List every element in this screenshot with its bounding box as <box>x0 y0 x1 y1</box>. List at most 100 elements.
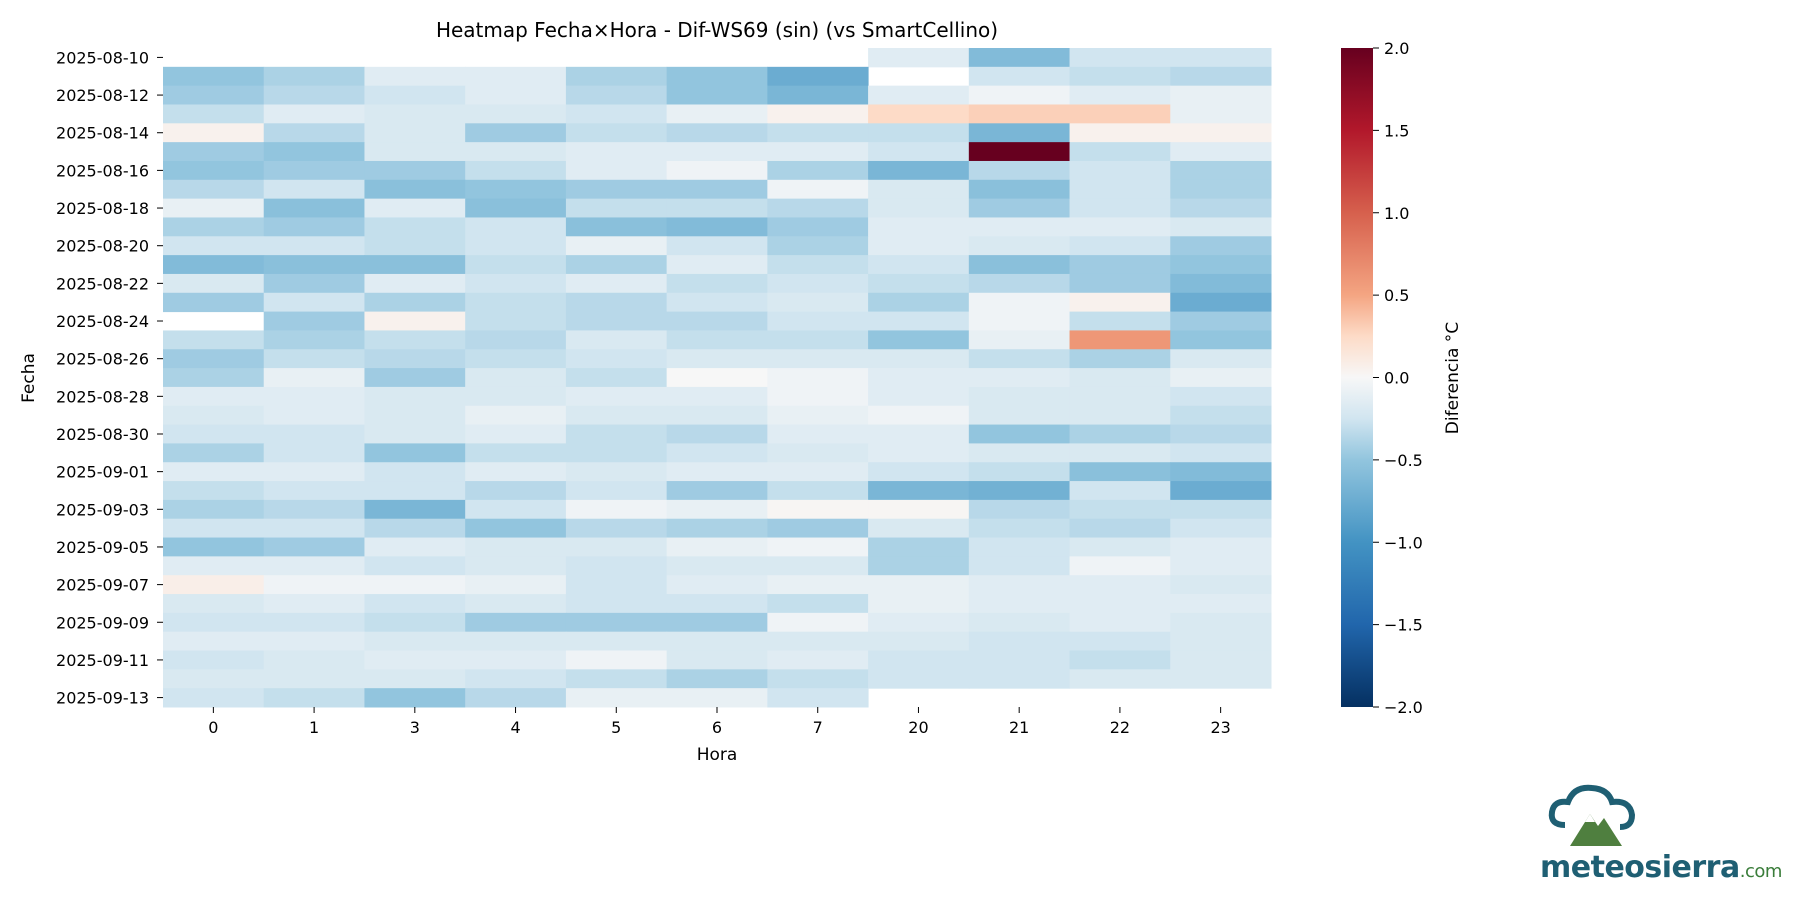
heatmap-cell <box>968 575 1071 595</box>
heatmap-cell <box>767 386 869 407</box>
heatmap-cell <box>1069 612 1171 633</box>
heatmap-cell <box>1170 142 1272 162</box>
heatmap-cell <box>263 123 365 143</box>
heatmap-cell <box>968 349 1071 369</box>
heatmap-cell <box>163 386 265 407</box>
heatmap-cell <box>666 462 768 482</box>
heatmap-cell <box>163 292 265 313</box>
heatmap-cell <box>263 85 365 105</box>
heatmap-cell <box>767 311 869 331</box>
heatmap-cell <box>565 368 668 388</box>
heatmap-cell <box>163 575 265 595</box>
heatmap-cell <box>364 292 466 313</box>
heatmap-cell <box>767 66 869 87</box>
heatmap-cell <box>565 518 668 539</box>
heatmap-cell <box>868 405 970 426</box>
heatmap-cell <box>1170 631 1272 652</box>
heatmap-cell <box>1170 160 1272 181</box>
heatmap-cell <box>767 669 869 689</box>
heatmap-cell <box>263 66 365 87</box>
heatmap-cell <box>1170 349 1272 369</box>
heatmap-cell <box>666 386 768 407</box>
heatmap-cell <box>868 481 970 501</box>
colorbar-tick-label: 0.5 <box>1384 286 1409 305</box>
colorbar-tick-label: 1.0 <box>1384 204 1409 223</box>
heatmap-cell <box>163 612 265 633</box>
heatmap-cell <box>565 669 668 689</box>
heatmap-cell <box>868 179 970 200</box>
heatmap-cell <box>163 368 265 388</box>
heatmap-cell <box>968 424 1071 444</box>
y-tick-label: 2025-08-24 <box>56 312 149 331</box>
heatmap-cell <box>968 386 1071 407</box>
heatmap-cell <box>968 330 1071 350</box>
heatmap-cell <box>263 160 365 181</box>
heatmap-cell <box>868 556 970 576</box>
heatmap-cell <box>465 236 567 256</box>
y-tick-label: 2025-08-18 <box>56 199 149 218</box>
heatmap-cell <box>565 123 668 143</box>
heatmap-cell <box>767 85 869 105</box>
heatmap-cell <box>1069 330 1171 350</box>
colorbar-ticks: 2.0 1.5 1.0 0.5 0.0 −0.5 −1.0 −1.5 −2.0 <box>1373 39 1423 717</box>
heatmap-cell <box>163 669 265 689</box>
heatmap-cell <box>465 594 567 614</box>
heatmap-cell <box>968 179 1071 200</box>
heatmap-cell <box>1069 424 1171 444</box>
heatmap-cell <box>666 575 768 595</box>
colorbar-tick-label: 2.0 <box>1384 39 1409 58</box>
heatmap-cell <box>465 669 567 689</box>
heatmap-cell <box>163 688 265 708</box>
heatmap-cell <box>565 198 668 218</box>
heatmap-cell <box>1069 198 1171 218</box>
heatmap-cell <box>1069 518 1171 539</box>
heatmap-cell <box>666 669 768 689</box>
heatmap-cell <box>868 499 970 520</box>
heatmap-cell <box>1170 424 1272 444</box>
heatmap-cell <box>565 688 668 708</box>
heatmap-cell <box>364 575 466 595</box>
heatmap-cell <box>1170 123 1272 143</box>
y-tick-label: 2025-09-11 <box>56 651 149 670</box>
heatmap-cell <box>364 688 466 708</box>
heatmap-cell <box>666 424 768 444</box>
heatmap-cell <box>666 518 768 539</box>
heatmap-cell <box>868 443 970 463</box>
heatmap-cell <box>666 349 768 369</box>
heatmap-cell <box>666 481 768 501</box>
heatmap-cell <box>868 594 970 614</box>
heatmap-cell <box>263 349 365 369</box>
x-tick-label: 22 <box>1110 718 1130 737</box>
y-tick-label: 2025-09-13 <box>56 689 149 708</box>
heatmap-cell <box>465 575 567 595</box>
heatmap-cell <box>666 443 768 463</box>
heatmap-cell <box>163 66 265 87</box>
heatmap-cell <box>364 349 466 369</box>
x-tick-label: 21 <box>1009 718 1029 737</box>
heatmap-cell <box>465 556 567 576</box>
heatmap-cell <box>868 311 970 331</box>
heatmap-cell <box>868 631 970 652</box>
heatmap-cell <box>465 217 567 237</box>
heatmap-cell <box>868 368 970 388</box>
heatmap-cell <box>767 292 869 313</box>
heatmap-cell <box>565 556 668 576</box>
heatmap-cell <box>263 179 365 200</box>
heatmap-cell <box>163 217 265 237</box>
heatmap-cell <box>263 518 365 539</box>
heatmap-cell <box>968 311 1071 331</box>
heatmap-cell <box>565 179 668 200</box>
heatmap-cell <box>1170 481 1272 501</box>
heatmap-cell <box>868 160 970 181</box>
heatmap-cell <box>868 104 970 124</box>
heatmap-cell <box>868 575 970 595</box>
heatmap-cell <box>1170 85 1272 105</box>
heatmap-cell <box>465 537 567 557</box>
heatmap-cell <box>968 405 1071 426</box>
heatmap-cell <box>1069 405 1171 426</box>
heatmap-cell <box>263 236 365 256</box>
heatmap-cell <box>1069 462 1171 482</box>
heatmap-cell <box>364 217 466 237</box>
heatmap-cell <box>163 556 265 576</box>
heatmap-cell <box>465 612 567 633</box>
